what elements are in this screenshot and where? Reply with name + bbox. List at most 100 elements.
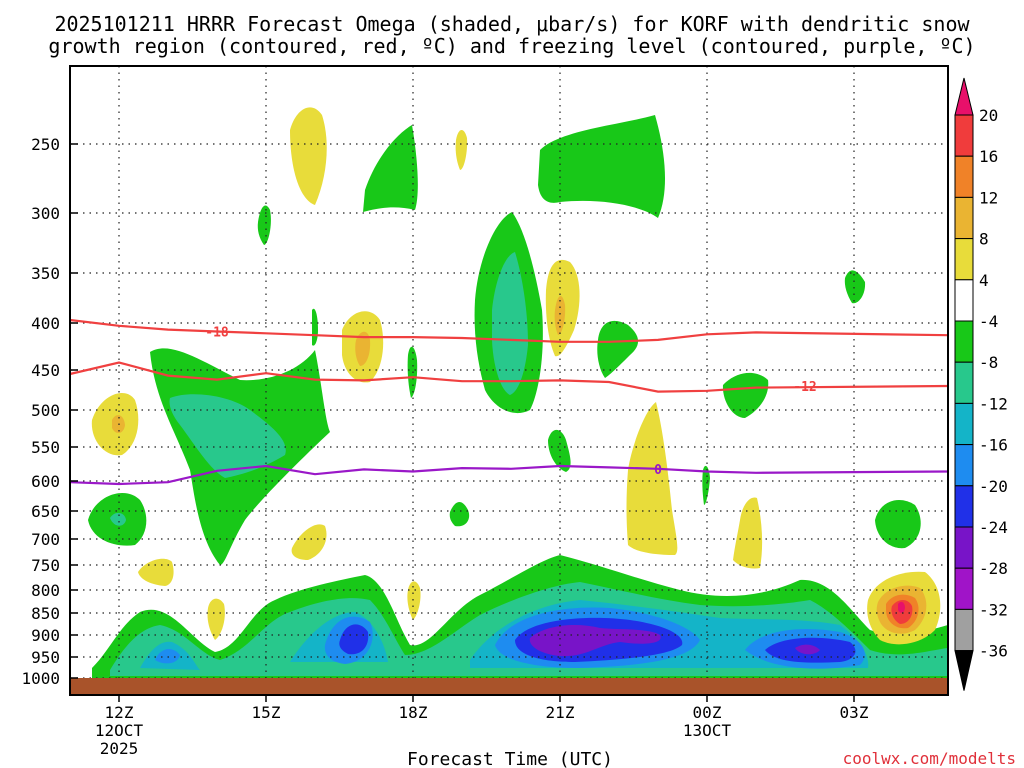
y-tick-label-600: 600: [31, 472, 60, 491]
colorbar-level-8: 8: [979, 230, 989, 249]
plot-frame: [69, 65, 949, 696]
omega-blob-small8: [449, 501, 470, 527]
colorbar-level--24: -24: [979, 518, 1008, 537]
omega-pos-blob11: [407, 581, 421, 620]
y-tick-label-750: 750: [31, 556, 60, 575]
contour-label--12: -12: [793, 380, 816, 395]
omega-blob-top-right: [538, 115, 666, 218]
colorbar-swatch-3: [954, 196, 974, 240]
y-tick-label-900: 900: [31, 626, 60, 645]
omega-shading: [88, 107, 948, 678]
y-tick-label-800: 800: [31, 581, 60, 600]
colorbar-swatch-5: [954, 279, 974, 322]
omega-blob-small6-inner: [110, 512, 126, 526]
colorbar-swatch-10: [954, 485, 974, 528]
y-tick-label-400: 400: [31, 314, 60, 333]
colorbar-swatch-1: [954, 114, 974, 157]
temperature-contours: -18 -12 0: [69, 318, 949, 486]
colorbar-swatch-8: [954, 402, 974, 446]
colorbar-swatch-13: [954, 608, 974, 652]
x-tick-label-12Z: 12Z: [105, 703, 134, 722]
colorbar-swatch-6: [954, 320, 974, 363]
y-tick-label-650: 650: [31, 502, 60, 521]
y-axis: 250 300 350 400 450 500 550 600 650 700 750 800 850 9…: [21, 135, 78, 688]
omega-blob-small7: [875, 500, 921, 549]
contour-label-0: 0: [654, 463, 662, 478]
y-tick-label-500: 500: [31, 401, 60, 420]
contour-line-0: [69, 464, 949, 486]
colorbar-level--36: -36: [979, 642, 1008, 661]
colorbar-level-20: 20: [979, 106, 998, 125]
omega-pos-blob1: [290, 107, 327, 205]
omega-blob-upper-left-inner: [169, 394, 286, 478]
omega-pos-blob2: [455, 129, 468, 170]
ground-surface: [70, 678, 948, 695]
y-tick-label-1000: 1000: [21, 669, 60, 688]
colorbar-level--32: -32: [979, 600, 1008, 619]
colorbar-level-12: 12: [979, 188, 998, 207]
omega-blob-top-mid: [363, 125, 418, 212]
omega-blob-small10: [702, 465, 710, 505]
omega-pos-blob8: [291, 524, 327, 560]
omega-pos-blob9: [138, 558, 174, 586]
omega-pos-blob7: [733, 497, 763, 569]
omega-band-minus24: [529, 625, 820, 657]
colorbar-level--8: -8: [979, 353, 998, 372]
x-tick-label-15Z: 15Z: [252, 703, 281, 722]
colorbar-level--28: -28: [979, 559, 1008, 578]
omega-pos-blob12-o4: [898, 601, 905, 613]
x-axis-label: Forecast Time (UTC): [407, 749, 613, 768]
pressure-gridlines: [70, 66, 948, 695]
contour-line--18: [69, 318, 949, 343]
y-tick-label-950: 950: [31, 648, 60, 667]
colorbar-level--4: -4: [979, 312, 998, 331]
omega-blob-small3: [722, 372, 769, 418]
omega-band-minus16: [155, 607, 865, 669]
omega-blob-small4: [548, 429, 571, 472]
colorbar-swatch-11: [954, 526, 974, 569]
omega-pos-blob6: [626, 402, 678, 555]
colorbar-swatch-2: [954, 155, 974, 198]
x-tick-label-03Z: 03Z: [840, 703, 869, 722]
colorbar-level-4: 4: [979, 271, 989, 290]
colorbar-swatch-4: [954, 238, 974, 281]
colorbar-swatch-9: [954, 444, 974, 487]
y-tick-label-250: 250: [31, 135, 60, 154]
chart-title-line2: growth region (contoured, red, ºC) and f…: [48, 34, 975, 58]
y-tick-label-450: 450: [31, 361, 60, 380]
chart-title-line1: 2025101211 HRRR Forecast Omega (shaded, …: [54, 12, 970, 36]
omega-blob-small11: [312, 308, 318, 346]
x-tick-label-00Z: 00Z: [693, 703, 722, 722]
y-tick-label-700: 700: [31, 530, 60, 549]
y-tick-label-850: 850: [31, 604, 60, 623]
y-tick-label-300: 300: [31, 204, 60, 223]
omega-blob-small5: [844, 270, 866, 304]
omega-blob-small2: [597, 320, 639, 378]
y-tick-label-550: 550: [31, 438, 60, 457]
omega-blob-small1: [257, 205, 271, 245]
colorbar-swatch-7: [954, 361, 974, 404]
contour-label--18: -18: [205, 325, 229, 340]
y-tick-label-350: 350: [31, 264, 60, 283]
x-tick-date-12Z: 12OCT: [95, 721, 144, 740]
contour-line--12: [69, 361, 949, 393]
colorbar-bottom-arrow: [954, 650, 974, 691]
colorbar-swatch-12: [954, 567, 974, 610]
credit-text: coolwx.com/modelts: [843, 749, 1016, 768]
x-tick-date-00Z: 13OCT: [683, 721, 732, 740]
x-tick-year-12Z: 2025: [100, 739, 139, 758]
x-tick-label-18Z: 18Z: [399, 703, 428, 722]
omega-pos-blob4-inner: [355, 331, 371, 366]
x-tick-label-21Z: 21Z: [546, 703, 575, 722]
omega-pos-blob10: [207, 598, 225, 640]
colorbar-level--12: -12: [979, 394, 1008, 413]
omega-blob-mid-column-inner: [492, 252, 528, 395]
colorbar-level--16: -16: [979, 436, 1008, 455]
colorbar-top-arrow: [954, 77, 974, 116]
colorbar-level--20: -20: [979, 477, 1008, 496]
colorbar: 20 16 12 8 4 -4 -8 -12 -16 -20 -24 -28 -32 -36: [954, 77, 1008, 691]
colorbar-level-16: 16: [979, 147, 998, 166]
omega-pos-blob3-inner: [554, 295, 566, 335]
